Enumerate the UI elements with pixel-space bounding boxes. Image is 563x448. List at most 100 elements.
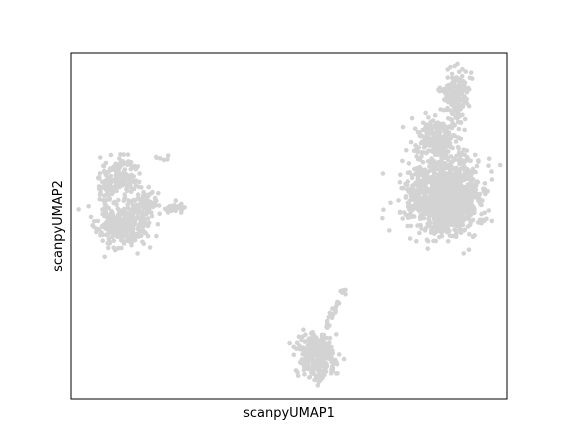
scatter-point — [111, 245, 116, 251]
scatter-point — [403, 212, 409, 218]
scatter-point — [434, 201, 440, 206]
scatter-point — [405, 223, 411, 229]
scatter-point — [437, 147, 443, 152]
scatter-point — [334, 371, 339, 376]
scatter-point — [468, 182, 473, 188]
scatter-point — [101, 164, 107, 169]
scatter-point — [158, 156, 163, 161]
scatter-point — [132, 163, 137, 169]
scatter-point — [440, 217, 446, 223]
scatter-point — [388, 200, 393, 206]
scatter-point — [93, 226, 99, 231]
scatter-point — [408, 223, 414, 229]
scatter-point — [420, 120, 426, 126]
scatter-point — [121, 234, 127, 239]
scatter-point — [333, 308, 338, 314]
scatter-point — [434, 189, 439, 195]
scatter-point — [456, 91, 462, 96]
scatter-point — [107, 197, 112, 202]
scatter-point — [150, 204, 156, 210]
scatter-point — [451, 82, 456, 87]
scatter-point — [455, 61, 460, 67]
scatter-point — [437, 129, 443, 135]
scatter-point — [296, 334, 302, 340]
scatter-point — [327, 340, 332, 345]
scatter-point — [97, 196, 102, 202]
scatter-point — [119, 245, 124, 251]
scatter-point — [128, 166, 134, 172]
scatter-point — [442, 123, 447, 128]
scatter-point — [453, 139, 459, 144]
scatter-point — [416, 145, 422, 150]
scatter-point — [432, 175, 437, 180]
scatter-point — [445, 205, 451, 211]
scatter-point — [293, 368, 299, 373]
scatter-point — [468, 195, 474, 201]
scatter-point — [428, 120, 433, 125]
scatter-point — [407, 236, 413, 241]
scatter-point — [106, 225, 111, 231]
scatter-point — [458, 120, 464, 126]
scatter-point — [307, 375, 312, 380]
scatter-point — [139, 197, 145, 202]
scatter-point — [429, 182, 435, 187]
scatter-point — [419, 226, 424, 231]
scatter-point — [442, 98, 448, 103]
scatter-point — [489, 177, 495, 182]
scatter-point — [135, 192, 141, 197]
scatter-point — [474, 163, 480, 169]
scatter-point — [100, 238, 105, 243]
scatter-point — [453, 98, 459, 103]
scatter-point — [460, 196, 466, 201]
scatter-point — [443, 171, 449, 176]
scatter-point — [457, 77, 463, 83]
scatter-point — [100, 207, 105, 212]
scatter-point — [462, 167, 467, 173]
scatter-point — [439, 88, 445, 94]
scatter-point — [432, 139, 438, 145]
scatter-point — [463, 200, 469, 205]
scatter-point — [486, 156, 492, 161]
scatter-point — [454, 207, 460, 212]
scatter-point — [305, 345, 310, 351]
scatter-point — [108, 152, 114, 158]
scatter-point — [452, 210, 457, 216]
scatter-point — [432, 220, 437, 226]
scatter-point — [425, 238, 431, 244]
scatter-point — [497, 162, 503, 168]
scatter-point — [479, 211, 484, 217]
scatter-point — [462, 127, 468, 133]
scatter-point — [446, 197, 452, 203]
scatter-point — [456, 112, 462, 117]
scatter-point — [415, 149, 420, 155]
scatter-point — [327, 335, 333, 341]
scatter-point — [315, 344, 320, 350]
scatter-point — [171, 206, 176, 212]
scatter-point — [449, 87, 455, 93]
scatter-point — [405, 170, 411, 175]
scatter-point — [136, 207, 142, 212]
scatter-point — [442, 146, 447, 151]
scatter-point — [330, 311, 335, 317]
scatter-point — [430, 209, 435, 215]
scatter-point — [138, 201, 144, 207]
scatter-point — [439, 155, 444, 160]
scatter-point — [441, 209, 447, 214]
scatter-point — [122, 220, 128, 226]
scatter-point — [409, 173, 415, 178]
scatter-point — [128, 189, 134, 194]
scatter-point — [470, 234, 476, 240]
scatter-point — [481, 186, 486, 192]
scatter-point — [310, 365, 315, 370]
scatter-point — [445, 84, 451, 89]
scatter-point — [173, 198, 179, 203]
scatter-point — [141, 216, 147, 222]
scatter-point — [467, 200, 472, 205]
scatter-point — [484, 216, 489, 222]
scatter-point — [297, 343, 302, 348]
scatter-point — [341, 356, 347, 362]
scatter-point — [462, 184, 468, 190]
scatter-point — [417, 164, 423, 170]
scatter-point — [76, 207, 81, 212]
scatter-point — [86, 204, 91, 209]
